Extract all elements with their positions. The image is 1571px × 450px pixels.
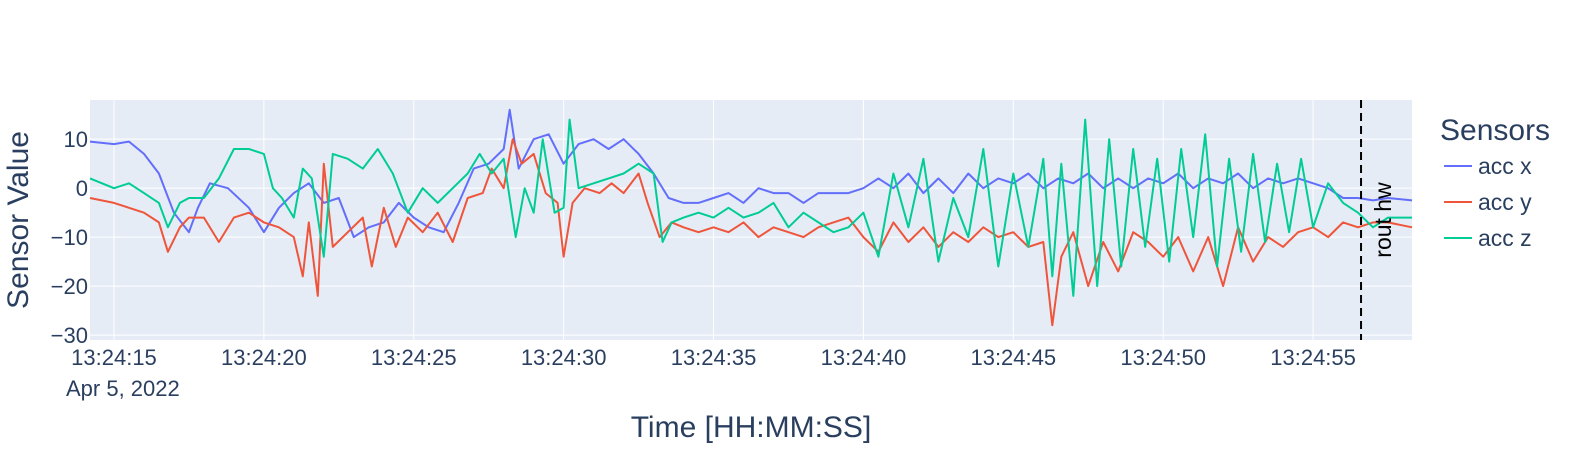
y-tick-label: −30 bbox=[51, 323, 88, 348]
x-tick-label: 13:24:55 bbox=[1270, 345, 1356, 370]
x-gridlines bbox=[113, 100, 1314, 340]
series-line-acc-x bbox=[89, 108, 1413, 239]
y-tick-label: 10 bbox=[64, 127, 88, 152]
x-tick-labels: 13:24:15 13:24:20 13:24:25 13:24:30 13:24:35… bbox=[71, 345, 1356, 370]
legend-label: acc z bbox=[1478, 225, 1532, 251]
x-tick-label: 13:24:50 bbox=[1120, 345, 1206, 370]
x-tick-label: 13:24:25 bbox=[371, 345, 457, 370]
x-tick-label: 13:24:40 bbox=[821, 345, 907, 370]
y-tick-labels: 10 0 −10 −20 −30 bbox=[51, 127, 88, 348]
series-lines bbox=[89, 108, 1413, 327]
legend-items: acc x acc y acc z bbox=[1444, 153, 1532, 251]
x-tick-label: 13:24:20 bbox=[221, 345, 307, 370]
annotation-group: rout hw bbox=[1360, 100, 1396, 340]
x-tick-label: 13:24:45 bbox=[970, 345, 1056, 370]
x-axis-title: Time [HH:MM:SS] bbox=[631, 411, 872, 444]
x-tick-label: 13:24:35 bbox=[671, 345, 757, 370]
y-gridlines bbox=[90, 138, 1412, 336]
legend-label: acc x bbox=[1478, 153, 1532, 179]
annotation-label: rout hw bbox=[1370, 182, 1396, 258]
y-axis-title: Sensor Value bbox=[2, 131, 35, 309]
y-tick-label: −10 bbox=[51, 225, 88, 250]
x-tick-label: 13:24:30 bbox=[521, 345, 607, 370]
legend: Sensors acc x acc y acc z bbox=[1440, 114, 1550, 251]
series-line-acc-y bbox=[89, 138, 1413, 327]
x-axis-date-label: Apr 5, 2022 bbox=[66, 376, 180, 401]
legend-title: Sensors bbox=[1440, 114, 1550, 147]
series-line-acc-z bbox=[89, 118, 1412, 297]
legend-label: acc y bbox=[1478, 189, 1532, 215]
y-tick-label: −20 bbox=[51, 274, 88, 299]
y-tick-label: 0 bbox=[76, 176, 88, 201]
x-tick-label: 13:24:15 bbox=[71, 345, 157, 370]
